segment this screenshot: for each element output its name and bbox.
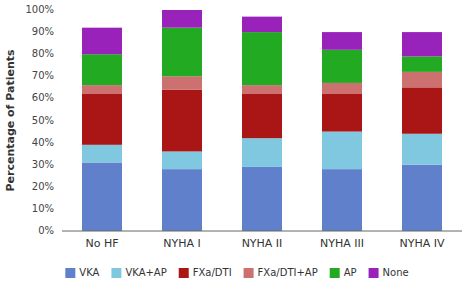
bar-segment	[82, 54, 122, 85]
bar-segment	[242, 167, 282, 231]
bar-segment	[162, 28, 202, 77]
y-tick-label: 20%	[32, 181, 54, 192]
bar-segment	[402, 56, 442, 71]
legend-label: AP	[344, 267, 357, 278]
y-tick-label: 80%	[32, 48, 54, 59]
bar-segment	[402, 32, 442, 56]
y-tick-label: 10%	[32, 203, 54, 214]
bar-segment	[162, 151, 202, 169]
y-axis: 0% 10% 20% 30% 40% 50% 60% 70% 80% 90% 100%	[25, 4, 54, 236]
bar-segment	[162, 169, 202, 231]
x-tick-label: NYHA I	[163, 237, 201, 250]
x-axis: No HF NYHA I NYHA II NYHA III NYHA IV	[85, 237, 445, 250]
y-tick-label: 50%	[32, 115, 54, 126]
x-tick-label: NYHA II	[242, 237, 283, 250]
bar-segment	[162, 90, 202, 152]
legend-label: VKA	[79, 267, 99, 278]
x-tick-label: NYHA III	[320, 237, 364, 250]
y-axis-title: Percentage of Patients	[4, 49, 17, 192]
bar-segment	[242, 85, 282, 94]
bar-segment	[82, 85, 122, 94]
y-tick-label: 0%	[38, 225, 54, 236]
bar-segment	[402, 72, 442, 87]
legend-label: FXa/DTI	[193, 267, 232, 278]
legend-swatch	[244, 268, 254, 278]
bars	[82, 10, 442, 231]
bar-segment	[322, 83, 362, 94]
legend: VKA VKA+AP FXa/DTI FXa/DTI+AP AP None	[65, 267, 408, 278]
x-tick-label: No HF	[85, 237, 118, 250]
y-tick-label: 90%	[32, 26, 54, 37]
legend-swatch	[179, 268, 189, 278]
bar-segment	[242, 17, 282, 32]
bar-segment	[242, 32, 282, 85]
bar-segment	[322, 169, 362, 231]
x-axis-line	[62, 231, 462, 232]
bar-segment	[82, 162, 122, 231]
bar-segment	[402, 165, 442, 231]
legend-label: FXa/DTI+AP	[258, 267, 318, 278]
bar-segment	[322, 50, 362, 83]
bar-segment	[242, 94, 282, 138]
bar-segment	[242, 138, 282, 167]
y-tick-label: 60%	[32, 92, 54, 103]
y-tick-label: 70%	[32, 70, 54, 81]
x-tick-label: NYHA IV	[399, 237, 444, 250]
legend-swatch	[65, 268, 75, 278]
legend-swatch	[330, 268, 340, 278]
y-tick-label: 100%	[25, 4, 54, 15]
legend-swatch	[369, 268, 379, 278]
bar-segment	[322, 132, 362, 170]
bar-segment	[82, 94, 122, 145]
y-tick-label: 30%	[32, 159, 54, 170]
legend-swatch	[111, 268, 121, 278]
bar-segment	[82, 28, 122, 55]
bar-segment	[162, 76, 202, 89]
bar-segment	[322, 94, 362, 132]
bar-segment	[82, 145, 122, 163]
bar-segment	[322, 32, 362, 50]
bar-segment	[402, 134, 442, 165]
bar-segment	[162, 10, 202, 28]
bar-segment	[402, 87, 442, 133]
legend-label: VKA+AP	[125, 267, 166, 278]
chart: 0% 10% 20% 30% 40% 50% 60% 70% 80% 90% 100% Percent…	[0, 0, 474, 293]
y-tick-label: 40%	[32, 137, 54, 148]
legend-label: None	[383, 267, 409, 278]
